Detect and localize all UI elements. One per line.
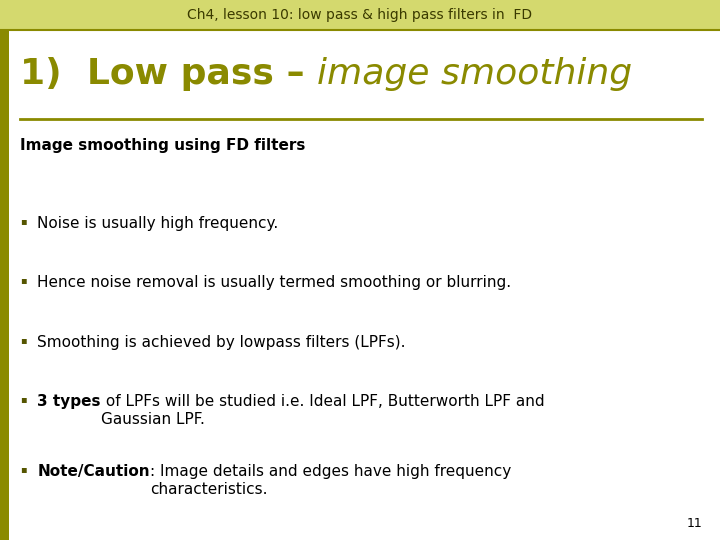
Text: Image smoothing using FD filters: Image smoothing using FD filters bbox=[20, 138, 305, 153]
Text: ▪: ▪ bbox=[20, 394, 27, 404]
Text: ▪: ▪ bbox=[20, 275, 27, 286]
Text: ▪: ▪ bbox=[20, 335, 27, 345]
Text: Note/Caution: Note/Caution bbox=[37, 464, 150, 480]
Text: 1)  Low pass –: 1) Low pass – bbox=[20, 57, 318, 91]
Text: 3 types: 3 types bbox=[37, 394, 101, 409]
Text: Smoothing is achieved by lowpass filters (LPFs).: Smoothing is achieved by lowpass filters… bbox=[37, 335, 406, 350]
Text: ▪: ▪ bbox=[20, 216, 27, 226]
Text: Noise is usually high frequency.: Noise is usually high frequency. bbox=[37, 216, 279, 231]
Text: 11: 11 bbox=[686, 517, 702, 530]
Text: Hence noise removal is usually termed smoothing or blurring.: Hence noise removal is usually termed sm… bbox=[37, 275, 512, 291]
FancyBboxPatch shape bbox=[0, 0, 720, 30]
FancyBboxPatch shape bbox=[0, 30, 9, 540]
Text: ▪: ▪ bbox=[20, 464, 27, 475]
Text: of LPFs will be studied i.e. Ideal LPF, Butterworth LPF and
Gaussian LPF.: of LPFs will be studied i.e. Ideal LPF, … bbox=[101, 394, 544, 427]
Text: : Image details and edges have high frequency
characteristics.: : Image details and edges have high freq… bbox=[150, 464, 511, 497]
Text: Ch4, lesson 10: low pass & high pass filters in  FD: Ch4, lesson 10: low pass & high pass fil… bbox=[187, 8, 533, 22]
Text: image smoothing: image smoothing bbox=[318, 57, 633, 91]
